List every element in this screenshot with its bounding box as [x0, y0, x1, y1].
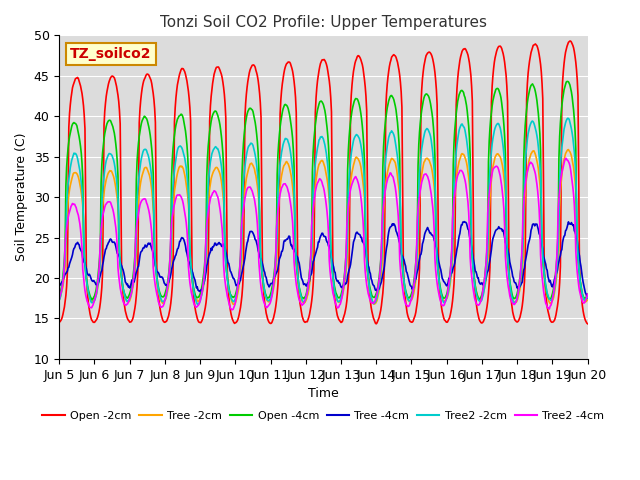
Line: Open -2cm: Open -2cm [60, 41, 588, 324]
Line: Tree -2cm: Tree -2cm [60, 150, 588, 304]
Title: Tonzi Soil CO2 Profile: Upper Temperatures: Tonzi Soil CO2 Profile: Upper Temperatur… [160, 15, 487, 30]
Text: TZ_soilco2: TZ_soilco2 [70, 47, 151, 61]
Y-axis label: Soil Temperature (C): Soil Temperature (C) [15, 133, 28, 262]
Line: Tree2 -4cm: Tree2 -4cm [60, 158, 588, 310]
Legend: Open -2cm, Tree -2cm, Open -4cm, Tree -4cm, Tree2 -2cm, Tree2 -4cm: Open -2cm, Tree -2cm, Open -4cm, Tree -4… [38, 407, 609, 425]
Line: Tree2 -2cm: Tree2 -2cm [60, 118, 588, 304]
X-axis label: Time: Time [308, 387, 339, 400]
Line: Tree -4cm: Tree -4cm [60, 222, 588, 298]
Line: Open -4cm: Open -4cm [60, 82, 588, 300]
